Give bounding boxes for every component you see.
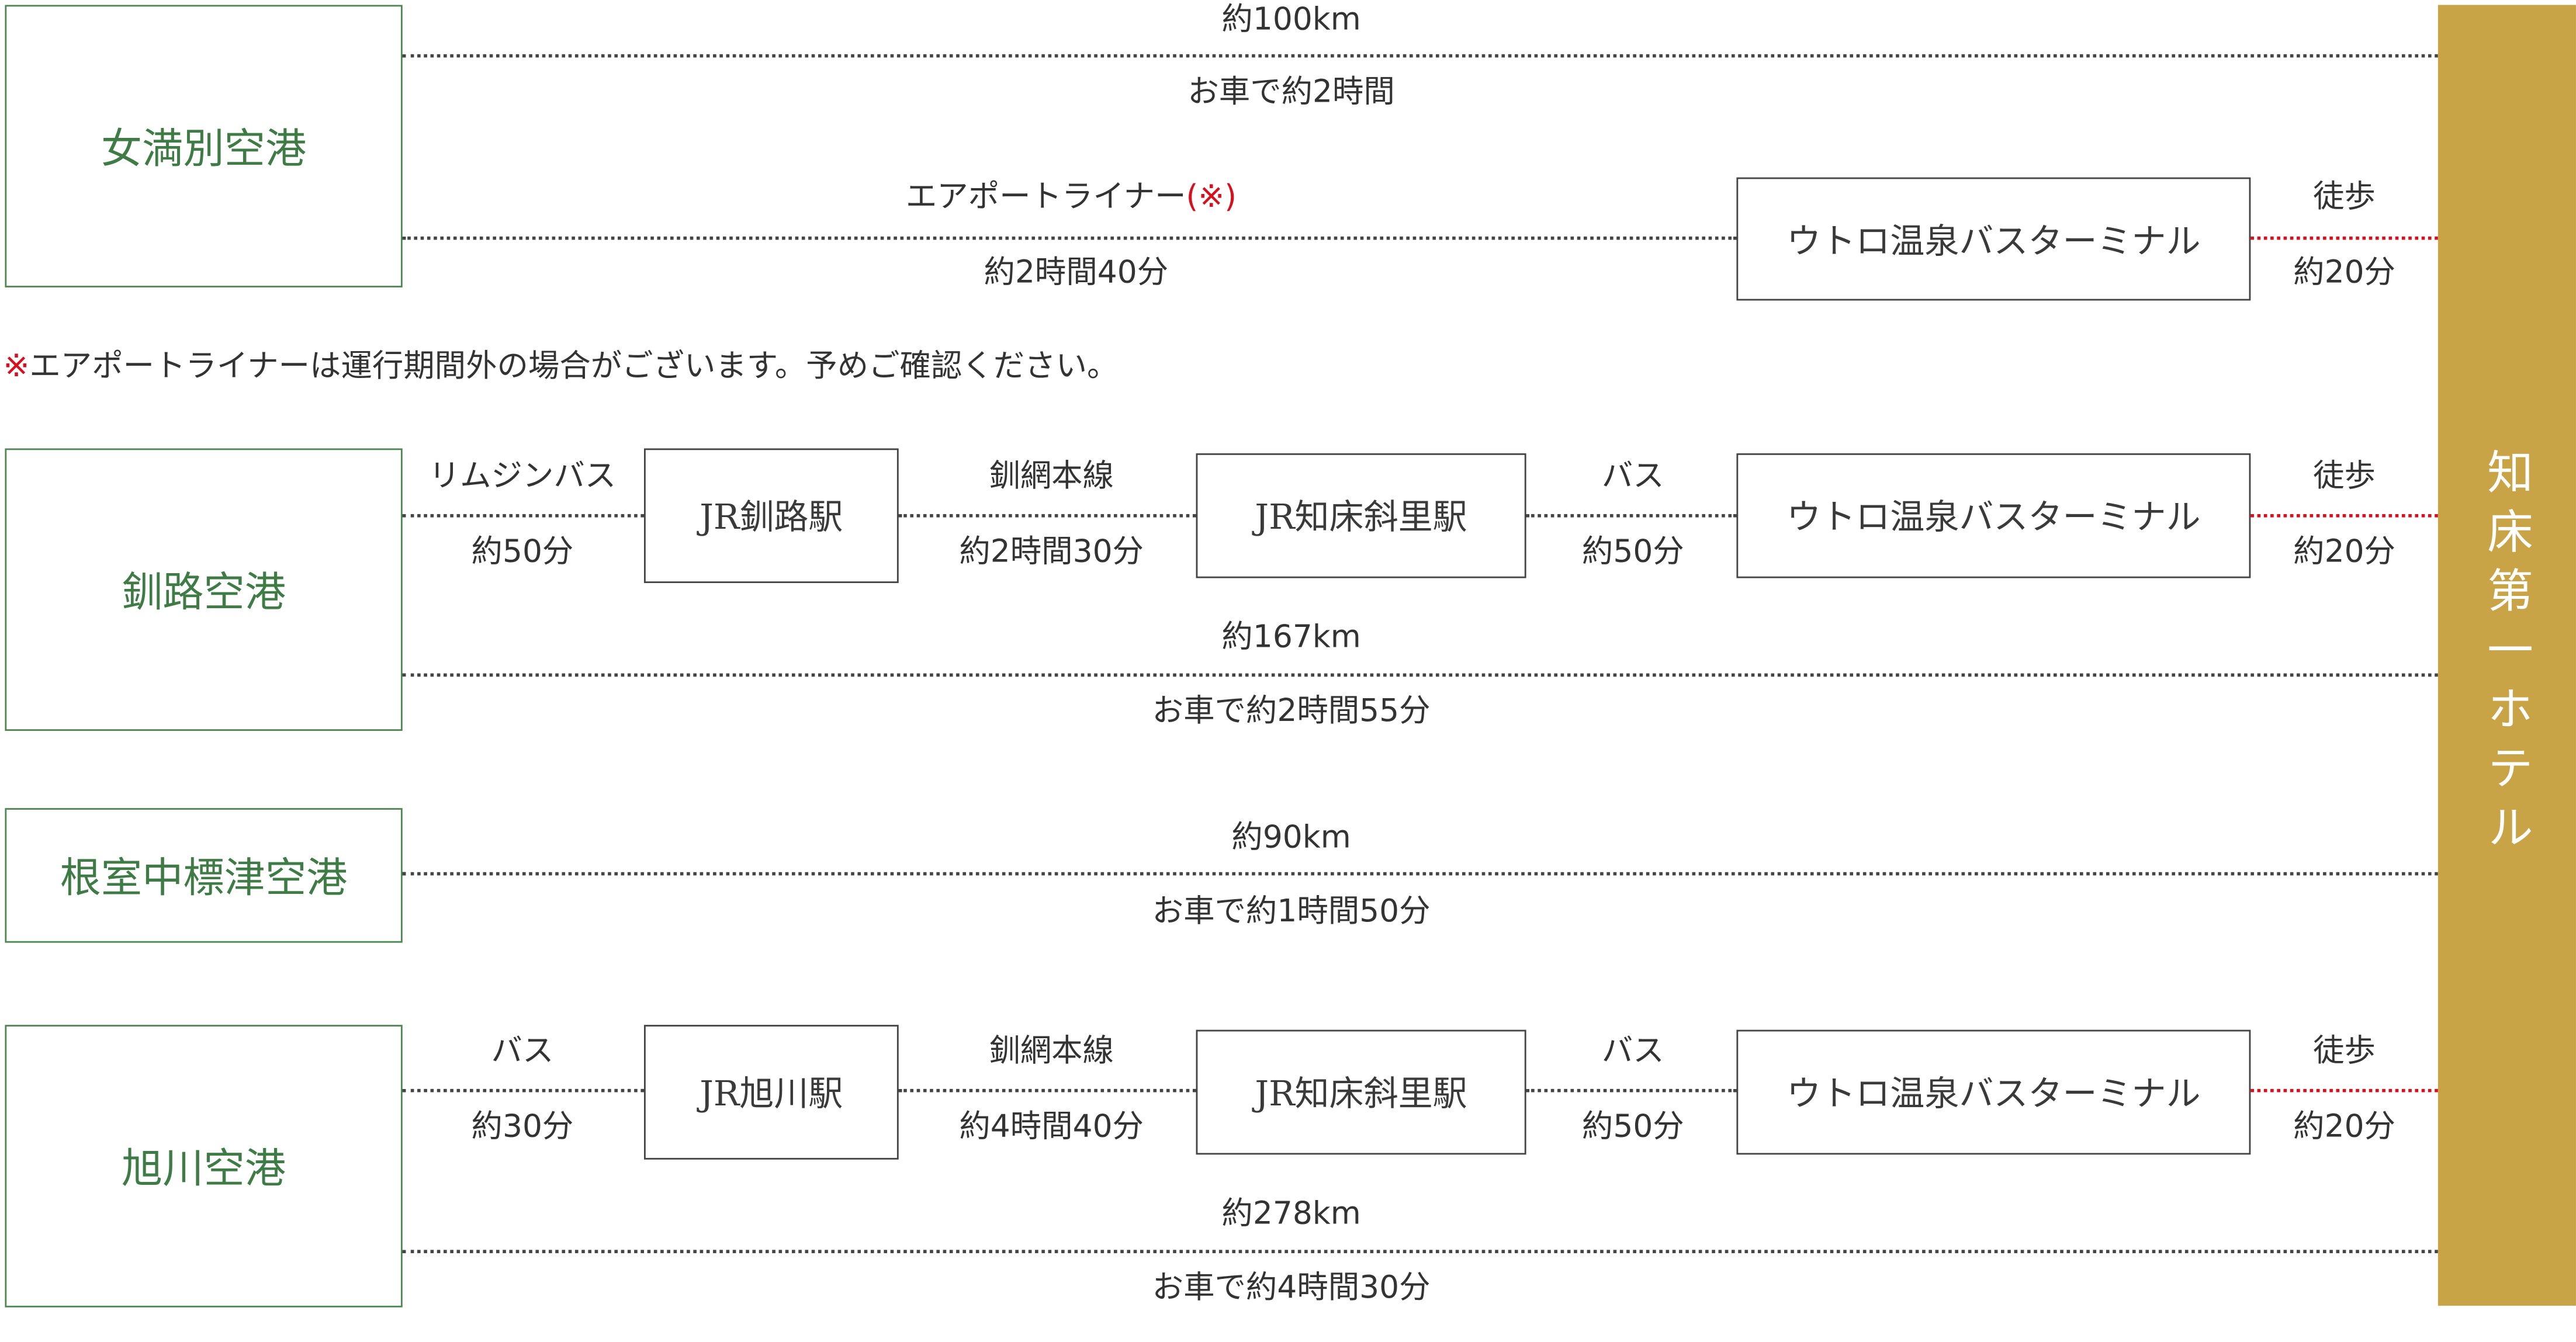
- car-time: お車で約1時間50分: [1152, 893, 1431, 930]
- jr-shiretoko-shari-station: JR知床斜里駅: [1196, 453, 1526, 578]
- segment-label: 釧網本線: [989, 458, 1114, 495]
- route-line: [898, 1088, 1196, 1093]
- route-line: [1526, 514, 1737, 518]
- note-mark: ※: [3, 348, 30, 384]
- car-route-line: [402, 1250, 2438, 1253]
- hotel-name: 知床第一ホテル: [2480, 448, 2535, 862]
- segment-time: 約50分: [1581, 1108, 1684, 1145]
- segment-label: 釧網本線: [989, 1033, 1114, 1070]
- liner-label-text: エアポートライナー: [905, 179, 1186, 216]
- segment-label: リムジンバス: [428, 458, 617, 495]
- segment-time: 約2時間30分: [959, 533, 1144, 570]
- walk-route-line: [2250, 236, 2438, 240]
- jr-asahikawa-station: JR旭川駅: [643, 1025, 899, 1160]
- car-route-line: [402, 673, 2438, 677]
- segment-time: 約50分: [1581, 533, 1684, 570]
- segment-label: バス: [1601, 458, 1664, 495]
- liner-note-mark: (※): [1186, 179, 1237, 216]
- walk-time: 約20分: [2293, 533, 2395, 570]
- asahikawa-airport: 旭川空港: [5, 1025, 403, 1308]
- jr-shiretoko-shari-station: JR知床斜里駅: [1196, 1029, 1526, 1155]
- liner-note: ※エアポートライナーは運行期間外の場合がございます。予めご確認ください。: [4, 342, 1119, 386]
- utoro-bus-terminal: ウトロ温泉バスターミナル: [1736, 453, 2251, 578]
- car-distance: 約100km: [1221, 1, 1361, 38]
- car-route-line: [402, 872, 2438, 876]
- car-time: お車で約2時間55分: [1152, 693, 1431, 730]
- note-text: エアポートライナーは運行期間外の場合がございます。予めご確認ください。: [29, 348, 1119, 384]
- segment-label: バス: [491, 1033, 554, 1070]
- liner-label: エアポートライナー(※): [906, 182, 1237, 213]
- walk-label: 徒歩: [2313, 1033, 2376, 1070]
- nemuro-nakashibetsu-airport: 根室中標津空港: [5, 808, 403, 943]
- walk-label: 徒歩: [2313, 458, 2376, 495]
- kushiro-airport: 釧路空港: [5, 448, 403, 731]
- walk-route-line: [2250, 514, 2438, 518]
- segment-time: 約50分: [471, 533, 574, 570]
- car-distance: 約90km: [1231, 819, 1351, 856]
- walk-label: 徒歩: [2313, 179, 2376, 216]
- walk-time: 約20分: [2293, 1108, 2395, 1145]
- segment-time: 約4時間40分: [959, 1108, 1144, 1145]
- car-distance: 約167km: [1221, 619, 1361, 656]
- hotel-destination-bar: 知床第一ホテル: [2437, 5, 2576, 1306]
- car-time: お車で約4時間30分: [1152, 1270, 1431, 1306]
- car-time: お車で約2時間: [1187, 74, 1395, 110]
- walk-time: 約20分: [2293, 254, 2395, 291]
- route-line: [898, 514, 1196, 518]
- segment-time: 約30分: [471, 1108, 574, 1145]
- route-line: [402, 1088, 644, 1093]
- memanbetsu-airport: 女満別空港: [5, 5, 403, 287]
- liner-time: 約2時間40分: [984, 254, 1169, 291]
- utoro-bus-terminal: ウトロ温泉バスターミナル: [1736, 177, 2251, 301]
- segment-label: バス: [1601, 1033, 1664, 1070]
- route-line: [1526, 1088, 1737, 1093]
- car-route-line: [402, 54, 2438, 58]
- route-line: [402, 514, 644, 518]
- car-distance: 約278km: [1221, 1195, 1361, 1232]
- liner-route-line: [402, 236, 1737, 240]
- jr-kushiro-station: JR釧路駅: [643, 448, 899, 583]
- utoro-bus-terminal: ウトロ温泉バスターミナル: [1736, 1029, 2251, 1155]
- walk-route-line: [2250, 1088, 2438, 1093]
